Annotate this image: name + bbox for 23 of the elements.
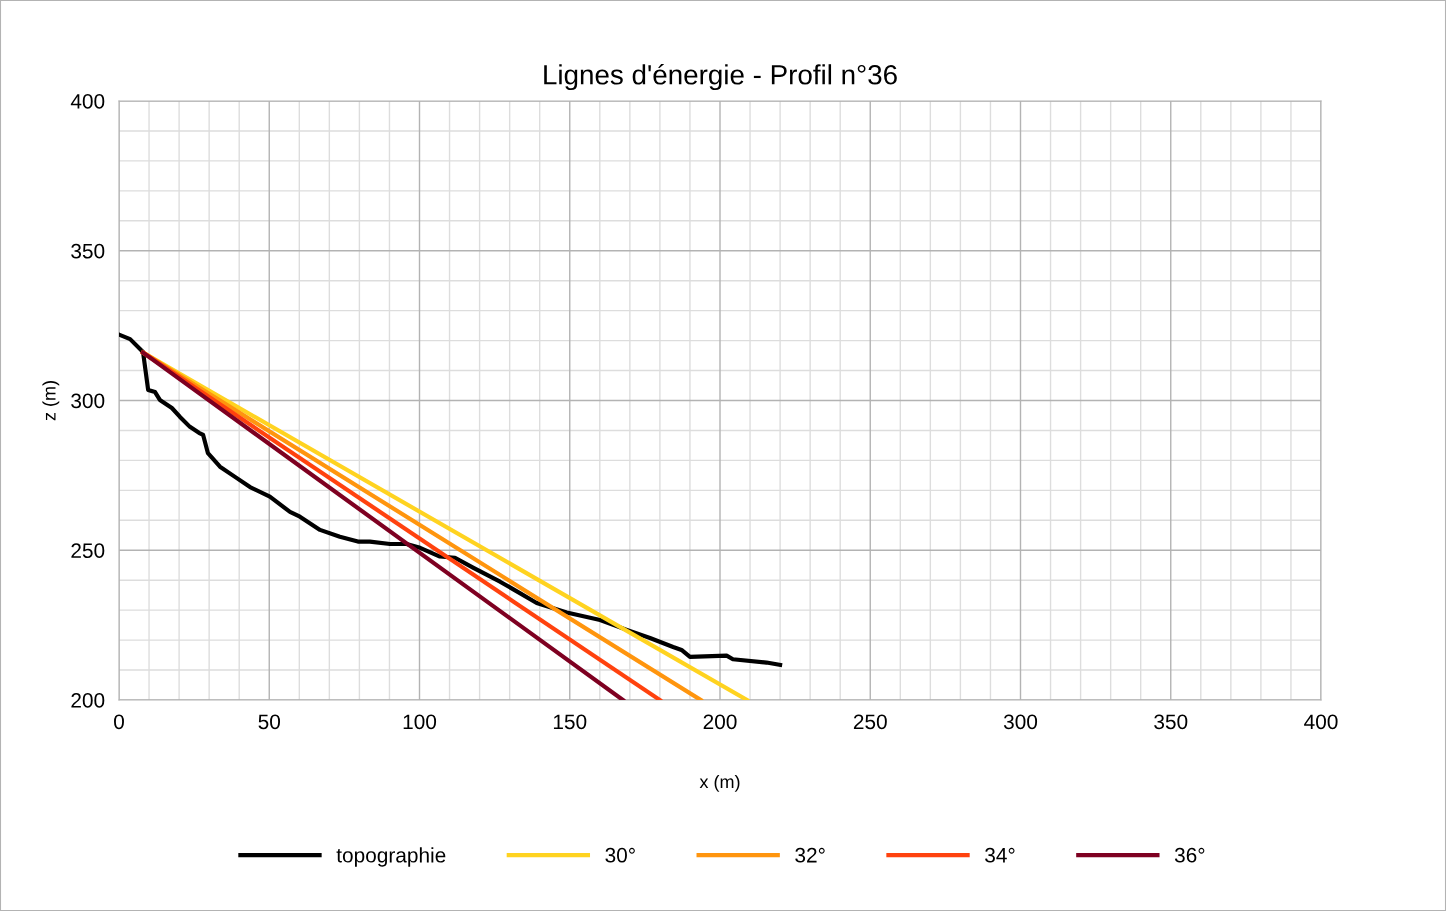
x-axis-title: x (m) — [699, 774, 740, 792]
legend-label: 30° — [605, 847, 635, 863]
y-tick-label: 200 — [71, 693, 105, 708]
legend-label: 32° — [795, 847, 825, 863]
x-tick-label: 300 — [1003, 714, 1038, 730]
x-tick-label: 350 — [1154, 714, 1188, 730]
y-tick-label: 300 — [71, 393, 105, 409]
x-tick-label: 50 — [258, 714, 281, 730]
legend-label: 34° — [985, 847, 1015, 863]
x-tick-label: 400 — [1304, 714, 1338, 730]
legend-label: 36° — [1174, 847, 1205, 863]
chart-title: Lignes d'énergie - Profil n°36 — [544, 63, 897, 91]
y-tick-label: 250 — [71, 543, 105, 558]
x-tick-label: 150 — [553, 714, 587, 730]
x-tick-label: 200 — [703, 714, 737, 730]
line-series — [119, 332, 783, 668]
y-axis-title: z (m) — [42, 381, 60, 421]
x-tick-label: 100 — [403, 714, 437, 730]
y-tick-label: 400 — [70, 94, 105, 109]
y-tick-label: 350 — [71, 243, 105, 259]
x-tick-label: 0 — [114, 714, 124, 730]
legend-label: topographie — [336, 847, 446, 867]
x-tick-label: 250 — [853, 714, 887, 730]
